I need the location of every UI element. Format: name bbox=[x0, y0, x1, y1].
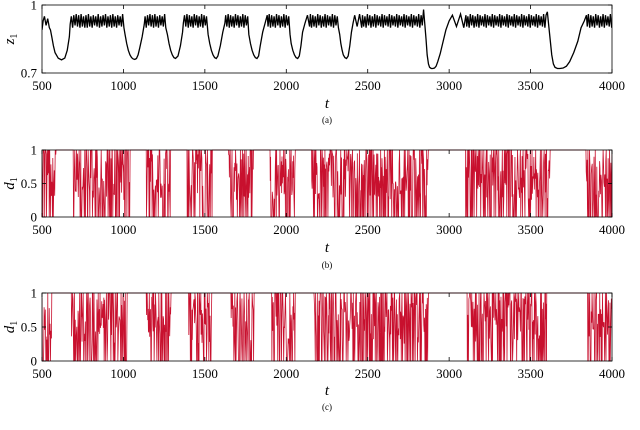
y-tick-label: 0 bbox=[31, 354, 38, 369]
x-tick-label: 2500 bbox=[355, 366, 381, 381]
x-tick-label: 1500 bbox=[192, 222, 218, 237]
y-tick-label: 1 bbox=[31, 286, 38, 301]
x-tick-label: 1000 bbox=[110, 78, 136, 93]
x-tick-label: 3500 bbox=[518, 222, 544, 237]
x-tick-label: 3000 bbox=[436, 222, 462, 237]
x-tick-label: 3000 bbox=[436, 366, 462, 381]
x-tick-label: 1500 bbox=[192, 78, 218, 93]
y-tick-label: 0.7 bbox=[21, 66, 38, 81]
panel-caption: (c) bbox=[322, 402, 332, 412]
y-axis-label: z1 bbox=[2, 34, 20, 46]
x-tick-label: 3500 bbox=[518, 366, 544, 381]
x-tick-label: 1000 bbox=[110, 366, 136, 381]
y-tick-label: 1 bbox=[31, 143, 38, 158]
y-tick-label: 0.5 bbox=[21, 320, 37, 335]
x-tick-label: 500 bbox=[32, 222, 52, 237]
y-tick-label: 0.5 bbox=[21, 176, 37, 191]
x-tick-label: 1500 bbox=[192, 366, 218, 381]
y-axis-label: d1 bbox=[2, 177, 20, 190]
y-tick-label: 1 bbox=[31, 0, 38, 13]
x-tick-label: 2000 bbox=[273, 366, 299, 381]
x-tick-label: 2000 bbox=[273, 78, 299, 93]
x-tick-label: 2500 bbox=[355, 222, 381, 237]
x-axis-label: t bbox=[325, 240, 330, 256]
panel-caption: (a) bbox=[322, 115, 332, 125]
series-line bbox=[42, 149, 612, 218]
x-tick-label: 4000 bbox=[599, 78, 625, 93]
x-tick-label: 1000 bbox=[110, 222, 136, 237]
y-tick-label: 0 bbox=[31, 210, 38, 225]
x-tick-label: 500 bbox=[32, 366, 52, 381]
x-tick-label: 4000 bbox=[599, 222, 625, 237]
x-tick-label: 2000 bbox=[273, 222, 299, 237]
chart-panel: 500 1000 1500 2000 2500 3000 3500 4000 0.7 1 t z1 (a… bbox=[2, 0, 625, 125]
series-line bbox=[42, 292, 612, 362]
x-tick-label: 3000 bbox=[436, 78, 462, 93]
x-axis-label: t bbox=[325, 383, 330, 399]
x-tick-label: 500 bbox=[32, 78, 52, 93]
chart-panel: 500 1000 1500 2000 2500 3000 3500 4000 0 0.5 1 t d1 (… bbox=[2, 286, 625, 413]
x-axis-label: t bbox=[325, 96, 330, 112]
panel-caption: (b) bbox=[322, 260, 333, 270]
series-line bbox=[42, 9, 612, 70]
chart-panel: 500 1000 1500 2000 2500 3000 3500 4000 0 0.5 1 t d1 (… bbox=[2, 143, 625, 271]
x-tick-label: 4000 bbox=[599, 366, 625, 381]
plot-frame bbox=[41, 4, 613, 74]
x-tick-label: 3500 bbox=[518, 78, 544, 93]
y-axis-label: d1 bbox=[2, 321, 20, 334]
x-tick-label: 2500 bbox=[355, 78, 381, 93]
